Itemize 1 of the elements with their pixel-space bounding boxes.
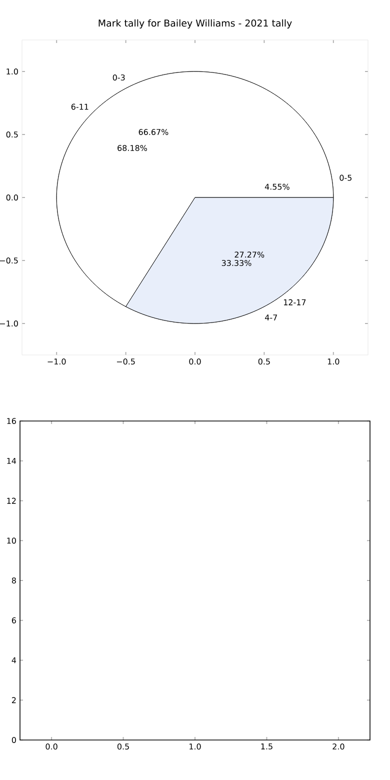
chart-title: Mark tally for Bailey Williams - 2021 tally [98, 19, 292, 28]
